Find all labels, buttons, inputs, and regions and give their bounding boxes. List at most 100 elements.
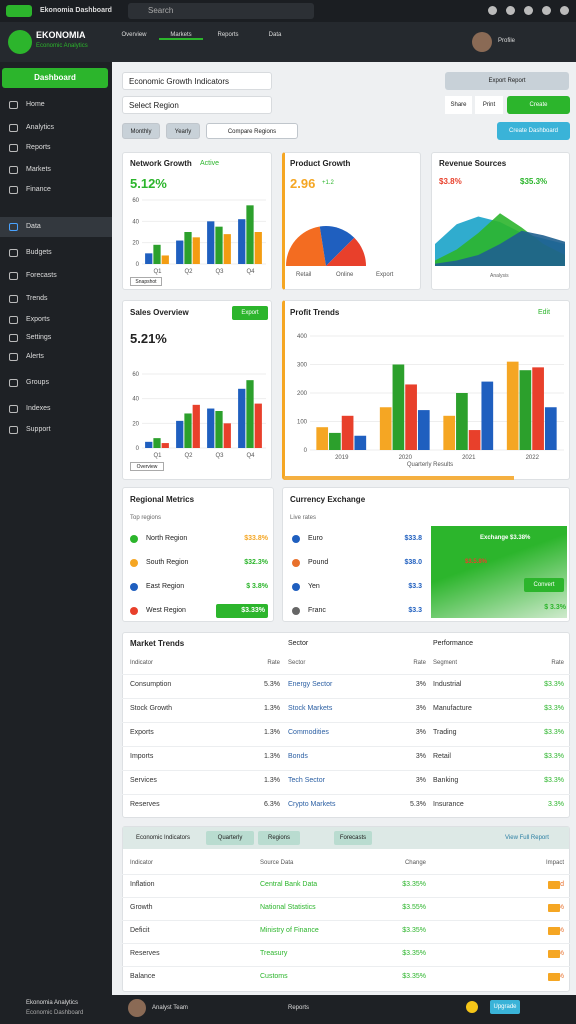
sidebar-item[interactable]: Reports bbox=[26, 144, 51, 151]
promo-panel bbox=[431, 526, 567, 618]
bar bbox=[519, 370, 532, 450]
filter-chip[interactable]: Compare Regions bbox=[206, 123, 298, 139]
sidebar-item[interactable]: Forecasts bbox=[26, 272, 57, 279]
axis-title: Quarterly Results bbox=[406, 462, 454, 468]
table-cell: $3.55% bbox=[402, 904, 426, 911]
bar bbox=[316, 427, 329, 450]
table-cell: 5.3% bbox=[410, 801, 426, 808]
table-head: Performance bbox=[433, 640, 474, 647]
sidebar-item[interactable]: Settings bbox=[26, 334, 52, 341]
sidebar-item[interactable]: Exports bbox=[26, 316, 50, 323]
tab[interactable]: Regions bbox=[258, 831, 300, 845]
sidebar-item[interactable]: Finance bbox=[26, 186, 51, 193]
area bbox=[435, 230, 565, 266]
table-cell: Banking bbox=[433, 777, 459, 784]
select[interactable]: Select Region bbox=[122, 96, 272, 114]
tab[interactable]: Economic Indicators bbox=[135, 835, 191, 841]
filter-chip[interactable]: Monthly bbox=[122, 123, 160, 139]
progress bbox=[284, 476, 514, 480]
select[interactable]: Economic Growth Indicators bbox=[122, 72, 272, 90]
top-icon[interactable] bbox=[506, 6, 515, 15]
button[interactable]: Share bbox=[445, 96, 472, 114]
x-tick-label: Q4 bbox=[246, 269, 255, 275]
header-tab[interactable]: Data bbox=[268, 32, 282, 38]
sidebar-cta[interactable]: Dashboard bbox=[2, 68, 108, 88]
button[interactable]: Upgrade bbox=[490, 1000, 520, 1014]
table-cell: $3.3% bbox=[544, 753, 564, 760]
row-label: East Region bbox=[146, 583, 185, 590]
top-icon[interactable] bbox=[560, 6, 569, 15]
y-tick-label: 0 bbox=[304, 448, 308, 454]
table-cell: $3.35% bbox=[402, 950, 426, 957]
button[interactable]: Print bbox=[475, 96, 503, 114]
filter-chip[interactable]: Yearly bbox=[166, 123, 200, 139]
button[interactable]: Export bbox=[232, 306, 268, 320]
footer-user: Analyst Team bbox=[152, 1005, 188, 1011]
bar bbox=[456, 393, 468, 450]
avatar[interactable] bbox=[128, 999, 146, 1017]
y-tick-label: 40 bbox=[132, 219, 139, 225]
table-cell: $3.3% bbox=[544, 681, 564, 688]
table-cell: Growth bbox=[130, 904, 153, 911]
card-title: Sales Overview bbox=[130, 308, 189, 317]
y-tick-label: 200 bbox=[297, 391, 308, 397]
row-divider bbox=[122, 966, 570, 967]
status-badge bbox=[548, 927, 560, 935]
avatar[interactable] bbox=[472, 32, 492, 52]
column-header: Indicator bbox=[130, 660, 154, 666]
icon[interactable] bbox=[466, 1001, 478, 1013]
sidebar-item[interactable]: Alerts bbox=[26, 353, 44, 360]
bar bbox=[329, 432, 341, 450]
metric: 5.12% bbox=[130, 176, 167, 191]
row-value: $33.8% bbox=[244, 535, 268, 542]
button[interactable]: Convert bbox=[524, 578, 564, 592]
sidebar-item[interactable]: Analytics bbox=[26, 124, 55, 131]
pie-slice bbox=[326, 237, 366, 266]
search-box[interactable]: Search bbox=[128, 3, 314, 19]
column-header: Change bbox=[404, 860, 426, 866]
promo-text: $3.5.8% bbox=[465, 559, 488, 565]
bar bbox=[184, 413, 192, 448]
footer-sub: Economic Dashboard bbox=[26, 1010, 84, 1016]
row-divider bbox=[122, 874, 570, 875]
top-icon[interactable] bbox=[542, 6, 551, 15]
button[interactable]: Create Dashboard bbox=[497, 122, 570, 140]
header-tab[interactable]: Markets bbox=[159, 30, 203, 40]
metric: $35.3% bbox=[520, 177, 548, 186]
tab[interactable]: Quarterly bbox=[206, 831, 254, 845]
note: Analysis bbox=[490, 273, 509, 279]
row-divider bbox=[122, 770, 570, 771]
sidebar-item[interactable]: Data bbox=[26, 223, 41, 230]
footer-link[interactable]: Reports bbox=[288, 1005, 310, 1011]
bar bbox=[392, 364, 405, 450]
bar bbox=[223, 423, 231, 448]
sidebar-icon bbox=[9, 379, 18, 387]
sidebar-item[interactable]: Support bbox=[26, 426, 51, 433]
header-tab[interactable]: Overview bbox=[121, 32, 147, 38]
header-tab[interactable]: Reports bbox=[217, 32, 239, 38]
button[interactable]: Export Report bbox=[445, 72, 569, 90]
row-divider bbox=[122, 674, 570, 675]
sidebar-item[interactable]: Markets bbox=[26, 166, 51, 173]
table-cell: Imports bbox=[130, 753, 154, 760]
bar bbox=[192, 237, 200, 264]
link[interactable]: View Full Report bbox=[505, 835, 549, 841]
sidebar-item[interactable]: Groups bbox=[26, 379, 49, 386]
row-icon bbox=[292, 583, 300, 591]
sidebar-item[interactable]: Home bbox=[26, 101, 45, 108]
row-icon bbox=[130, 559, 138, 567]
sidebar-item[interactable]: Budgets bbox=[26, 249, 52, 256]
x-tick-label: Q3 bbox=[215, 453, 224, 459]
tab[interactable]: Forecasts bbox=[334, 831, 372, 845]
table-cell: 3% bbox=[415, 729, 426, 736]
button[interactable]: Create bbox=[507, 96, 570, 114]
top-icon[interactable] bbox=[488, 6, 497, 15]
promo-text: Exchange $3.38% bbox=[480, 535, 531, 541]
y-tick-label: 0 bbox=[136, 262, 140, 268]
sidebar-item[interactable]: Indexes bbox=[26, 405, 51, 412]
sidebar-item[interactable]: Trends bbox=[26, 295, 48, 302]
bar bbox=[481, 381, 494, 450]
user-name[interactable]: Profile bbox=[498, 38, 516, 44]
bar bbox=[223, 234, 231, 264]
top-icon[interactable] bbox=[524, 6, 533, 15]
